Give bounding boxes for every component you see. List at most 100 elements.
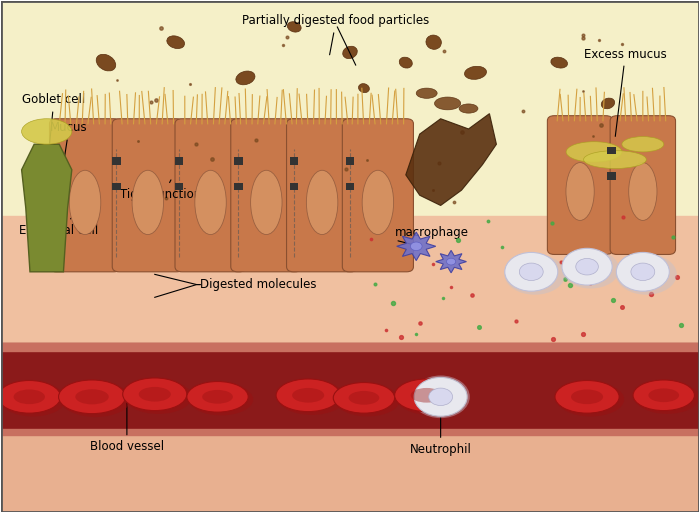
Ellipse shape [633, 380, 694, 410]
Circle shape [428, 388, 453, 406]
Ellipse shape [96, 54, 116, 71]
FancyBboxPatch shape [231, 119, 302, 272]
Ellipse shape [629, 163, 657, 221]
Bar [1, 435, 699, 511]
FancyBboxPatch shape [112, 119, 183, 272]
Circle shape [616, 252, 669, 291]
FancyBboxPatch shape [342, 119, 414, 272]
Ellipse shape [278, 381, 345, 415]
Ellipse shape [343, 46, 357, 58]
Polygon shape [406, 114, 496, 206]
Circle shape [519, 263, 543, 281]
Bar [112, 183, 120, 190]
Text: Digested molecules: Digested molecules [200, 278, 316, 291]
Ellipse shape [551, 57, 568, 68]
Ellipse shape [435, 97, 461, 110]
Circle shape [505, 252, 558, 291]
Ellipse shape [566, 142, 622, 162]
Ellipse shape [251, 170, 282, 234]
Bar [234, 157, 243, 165]
Circle shape [631, 263, 655, 281]
Circle shape [447, 258, 456, 265]
Ellipse shape [601, 98, 615, 109]
Ellipse shape [358, 84, 370, 93]
Bar [234, 183, 243, 190]
Ellipse shape [555, 381, 619, 413]
Polygon shape [397, 232, 436, 261]
Ellipse shape [333, 383, 395, 413]
Ellipse shape [76, 389, 108, 404]
Bar [175, 183, 183, 190]
Ellipse shape [22, 119, 72, 144]
Ellipse shape [69, 170, 101, 234]
Text: Neutrophil: Neutrophil [410, 418, 472, 456]
Bar [290, 183, 298, 190]
Ellipse shape [561, 250, 620, 288]
Ellipse shape [459, 104, 478, 113]
Circle shape [412, 376, 470, 418]
Ellipse shape [292, 388, 324, 403]
Ellipse shape [635, 382, 699, 414]
Ellipse shape [276, 379, 340, 411]
Ellipse shape [125, 380, 192, 414]
Text: Goblet cell: Goblet cell [22, 93, 85, 149]
Bar [1, 429, 699, 435]
Ellipse shape [236, 71, 255, 85]
Ellipse shape [60, 382, 131, 417]
Bar [112, 157, 120, 165]
FancyBboxPatch shape [547, 115, 612, 254]
Text: Tight junctions: Tight junctions [120, 180, 207, 201]
Ellipse shape [648, 388, 679, 402]
Ellipse shape [416, 88, 438, 98]
FancyBboxPatch shape [50, 119, 120, 272]
Ellipse shape [189, 383, 253, 416]
Text: macrophage: macrophage [395, 226, 469, 239]
Bar [175, 157, 183, 165]
Ellipse shape [584, 151, 646, 168]
Text: Partially digested food particles: Partially digested food particles [242, 14, 430, 55]
Ellipse shape [0, 382, 66, 417]
FancyBboxPatch shape [610, 115, 676, 254]
Ellipse shape [426, 35, 442, 49]
Ellipse shape [0, 381, 61, 413]
Circle shape [562, 248, 612, 285]
Circle shape [410, 242, 422, 250]
Ellipse shape [132, 170, 164, 234]
Ellipse shape [335, 384, 400, 417]
Ellipse shape [504, 254, 565, 294]
Ellipse shape [411, 388, 442, 403]
Text: Excess mucus: Excess mucus [584, 48, 667, 136]
Ellipse shape [362, 170, 393, 234]
Bar [1, 2, 699, 215]
Ellipse shape [122, 378, 187, 410]
Ellipse shape [349, 391, 379, 405]
Ellipse shape [396, 381, 464, 415]
Ellipse shape [571, 389, 603, 404]
Polygon shape [436, 250, 466, 273]
FancyBboxPatch shape [286, 119, 358, 272]
Ellipse shape [139, 387, 171, 402]
Bar [346, 157, 354, 165]
Circle shape [414, 378, 467, 416]
Ellipse shape [59, 380, 125, 413]
Bar [608, 172, 615, 180]
Polygon shape [22, 144, 72, 272]
Text: Epithelial cell: Epithelial cell [19, 207, 98, 236]
Text: Mucus: Mucus [50, 122, 88, 157]
Ellipse shape [465, 66, 486, 80]
Ellipse shape [399, 57, 412, 68]
Bar [608, 147, 615, 154]
Ellipse shape [566, 163, 594, 221]
Ellipse shape [395, 379, 458, 411]
FancyBboxPatch shape [175, 119, 246, 272]
Bar [346, 183, 354, 190]
Ellipse shape [616, 254, 677, 294]
Bar [1, 343, 699, 351]
Ellipse shape [167, 36, 185, 49]
Bar [290, 157, 298, 165]
Ellipse shape [557, 382, 624, 417]
Ellipse shape [195, 170, 226, 234]
Circle shape [576, 259, 598, 275]
Ellipse shape [202, 390, 233, 404]
Ellipse shape [187, 382, 248, 412]
